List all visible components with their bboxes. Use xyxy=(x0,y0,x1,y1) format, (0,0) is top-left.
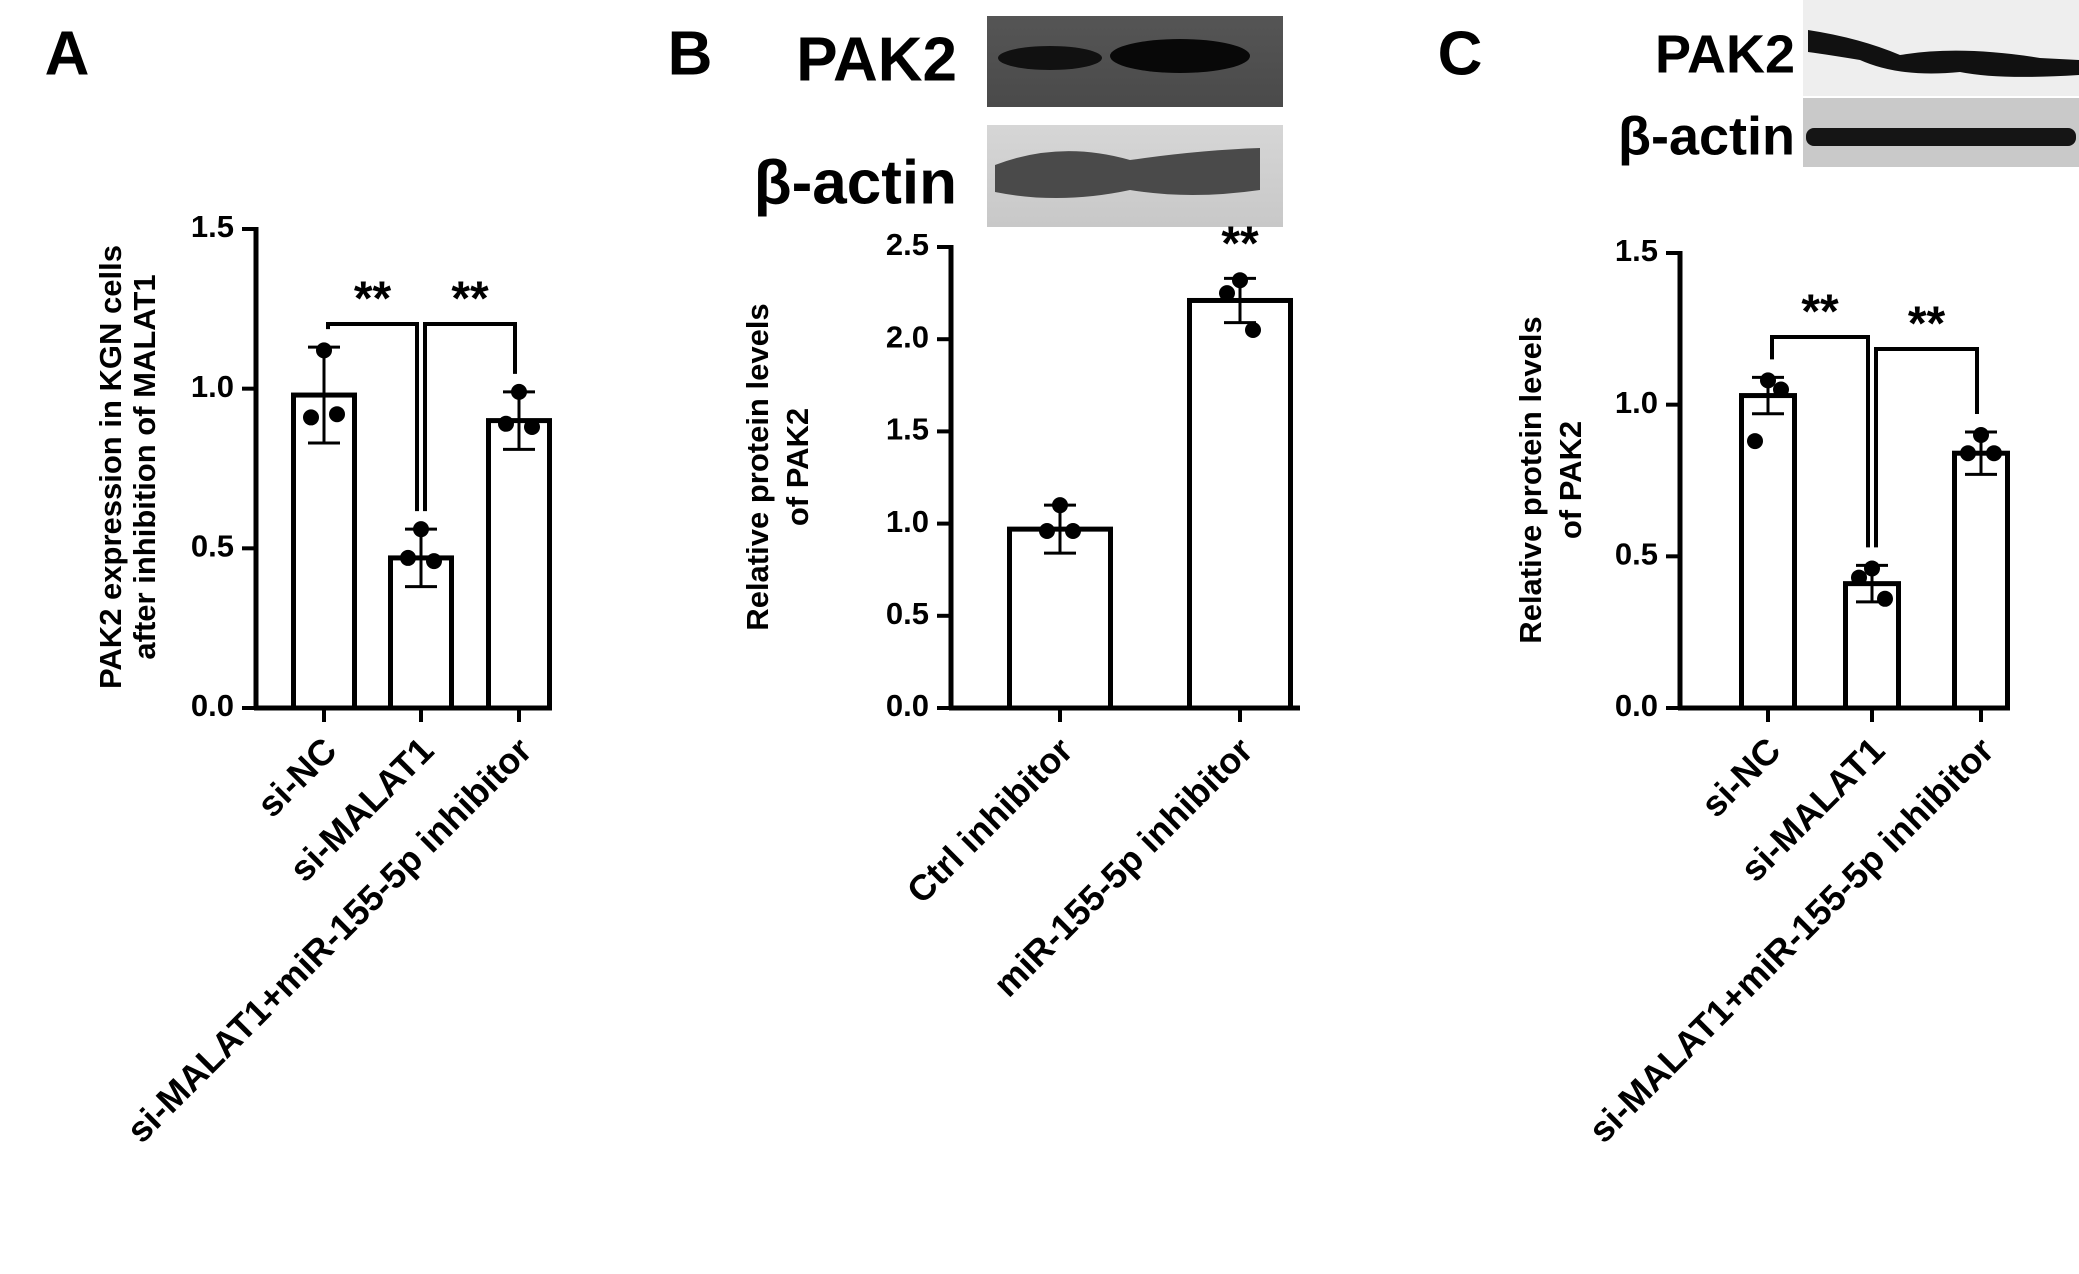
y-axis-label: Relative protein levels xyxy=(740,303,775,630)
y-axis-label: Relative protein levels xyxy=(1513,316,1548,643)
bar xyxy=(1187,297,1293,711)
significance-label: ** xyxy=(451,273,489,326)
y-tick-label: 1.0 xyxy=(886,504,929,539)
data-point xyxy=(1065,522,1081,539)
y-tick-label: 2.0 xyxy=(886,319,929,354)
y-tick-label: 0.0 xyxy=(1615,688,1658,723)
data-point xyxy=(498,415,514,432)
y-tick-label: 0.0 xyxy=(191,688,234,723)
data-point xyxy=(1773,381,1789,398)
y-tick-label: 1.5 xyxy=(191,209,234,244)
y-axis-label: after inhibition of MALAT1 xyxy=(127,274,162,659)
y-tick-label: 1.0 xyxy=(1615,385,1658,420)
data-point xyxy=(1245,321,1261,338)
data-point xyxy=(400,549,416,566)
chart-panel: B PAK2 β-actin Relative protein levels of PA… xyxy=(668,19,1300,1004)
y-axis-label: of PAK2 xyxy=(780,408,815,526)
blot-image xyxy=(1803,0,2079,167)
data-point xyxy=(1851,569,1867,586)
data-point xyxy=(511,383,527,400)
x-tick-label: si-MALAT1+miR-155-5p inhibitor xyxy=(118,729,539,1150)
data-point xyxy=(426,553,442,570)
bar xyxy=(291,392,357,711)
data-point xyxy=(1219,285,1235,302)
data-point xyxy=(1760,372,1776,389)
significance-label: ** xyxy=(1908,298,1946,351)
significance-bracket xyxy=(1874,347,1979,548)
data-point xyxy=(1877,590,1893,607)
x-tick-label: Ctrl inhibitor xyxy=(899,729,1081,911)
data-point xyxy=(1960,445,1976,462)
data-point xyxy=(329,406,345,423)
y-tick-label: 0.5 xyxy=(886,596,929,631)
x-tick-label: si-NC xyxy=(1693,729,1788,824)
significance-label: ** xyxy=(354,273,392,326)
data-point xyxy=(1864,560,1880,577)
significance-label: ** xyxy=(1221,218,1259,271)
blot-label: β-actin xyxy=(754,148,957,217)
data-point xyxy=(413,521,429,538)
data-point xyxy=(303,409,319,426)
y-tick-label: 0.0 xyxy=(886,688,929,723)
y-tick-label: 2.5 xyxy=(886,227,929,262)
data-point xyxy=(316,342,332,359)
data-point xyxy=(1039,522,1055,539)
significance-bracket xyxy=(423,322,517,512)
data-point xyxy=(1232,272,1248,289)
y-tick-label: 1.5 xyxy=(886,412,929,447)
bar xyxy=(1739,393,1797,711)
y-tick-label: 0.5 xyxy=(1615,537,1658,572)
data-point xyxy=(1986,445,2002,462)
blot-label: PAK2 xyxy=(1655,24,1795,84)
y-axis-label: PAK2 expression in KGN cells xyxy=(93,245,128,689)
y-tick-label: 0.5 xyxy=(191,529,234,564)
blot-label: β-actin xyxy=(1618,106,1795,166)
blot-label: PAK2 xyxy=(796,25,957,94)
bar xyxy=(486,418,552,711)
chart-panel: A PAK2 expression in KGN cells after inhib… xyxy=(45,19,552,1150)
chart-panel: C PAK2 β-actin Relative protein levels of PA… xyxy=(1438,19,2010,1150)
panel-letter: A xyxy=(45,19,90,88)
panel-letter: C xyxy=(1438,19,1483,88)
significance-label: ** xyxy=(1801,286,1839,339)
data-point xyxy=(1747,433,1763,450)
significance-bracket xyxy=(1770,335,1870,548)
panel-letter: B xyxy=(668,19,713,88)
bar xyxy=(1952,450,2010,711)
data-point xyxy=(1973,427,1989,443)
y-tick-label: 1.5 xyxy=(1615,233,1658,268)
data-point xyxy=(1052,497,1068,514)
bar xyxy=(1007,526,1113,711)
blot-image xyxy=(987,16,1283,227)
y-tick-label: 1.0 xyxy=(191,369,234,404)
data-point xyxy=(524,418,540,435)
x-tick-label: si-MALAT1+miR-155-5p inhibitor xyxy=(1580,729,2001,1150)
y-axis-label: of PAK2 xyxy=(1553,421,1588,539)
significance-bracket xyxy=(326,322,419,512)
